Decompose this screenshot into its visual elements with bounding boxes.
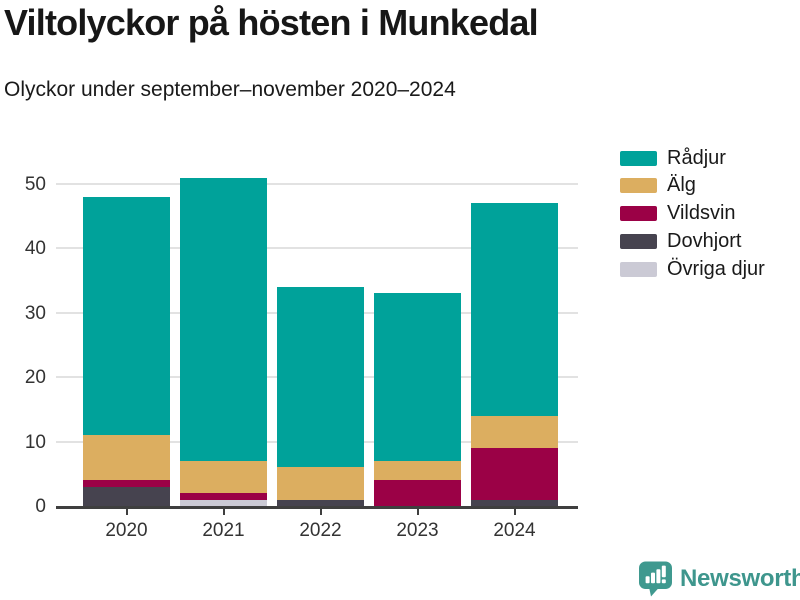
newsworthy-wordmark: Newsworthy (680, 565, 800, 592)
chart-subtitle: Olyckor under september–november 2020–20… (4, 78, 456, 101)
newsworthy-bubble-chart-icon (639, 561, 672, 597)
y-tick-label: 20 (24, 367, 46, 389)
legend-swatch (620, 261, 657, 277)
x-tick (416, 509, 419, 515)
y-tick-label: 0 (35, 496, 46, 517)
bar-segment (277, 499, 364, 506)
bar-segment (277, 467, 364, 500)
x-tick (222, 509, 225, 515)
legend-label: Dovhjort (667, 229, 742, 252)
legend-item: Älg (620, 174, 696, 198)
legend-swatch (620, 206, 657, 222)
bar-segment (374, 460, 461, 481)
x-tick-label: 2020 (105, 520, 148, 541)
x-tick-label: 2021 (202, 520, 245, 541)
legend-swatch (620, 150, 657, 166)
bar-segment (374, 293, 461, 461)
bar-segment (83, 486, 170, 506)
bar-segment (471, 448, 558, 500)
x-tick (319, 509, 322, 515)
gridline (56, 183, 578, 185)
bar-segment (180, 493, 267, 500)
bar-segment (471, 203, 558, 416)
y-tick-label: 50 (24, 174, 46, 195)
bar-segment (83, 435, 170, 481)
legend-label: Älg (667, 174, 696, 197)
legend-item: Övriga djur (620, 257, 765, 281)
bar-segment (374, 480, 461, 506)
x-axis-line (56, 506, 578, 509)
x-tick (125, 509, 128, 515)
bar-segment (471, 499, 558, 506)
x-tick-label: 2024 (493, 520, 536, 541)
legend-swatch (620, 233, 657, 249)
legend-label: Vildsvin (667, 202, 736, 225)
bar-segment (83, 480, 170, 487)
x-tick (513, 509, 516, 515)
legend-item: Rådjur (620, 146, 726, 170)
legend-label: Övriga djur (667, 257, 765, 280)
bar-segment (180, 499, 267, 506)
x-tick-label: 2022 (299, 520, 342, 541)
legend-label: Rådjur (667, 146, 726, 169)
gridline (56, 247, 578, 250)
x-tick-label: 2023 (396, 520, 439, 541)
legend-swatch (620, 178, 657, 194)
bar-segment (471, 415, 558, 449)
bar-segment (180, 460, 267, 494)
chart-title: Viltolyckor på hösten i Munkedal (4, 2, 539, 43)
y-tick-label: 10 (24, 431, 46, 453)
legend-item: Vildsvin (620, 202, 736, 226)
newsworthy-logo: Newsworthy (638, 561, 800, 597)
y-tick-label: 40 (24, 238, 46, 260)
y-tick-label: 30 (24, 302, 46, 324)
bar-segment (83, 196, 170, 436)
bar-segment (277, 287, 364, 468)
bar-segment (180, 177, 267, 461)
legend-item: Dovhjort (620, 229, 741, 253)
